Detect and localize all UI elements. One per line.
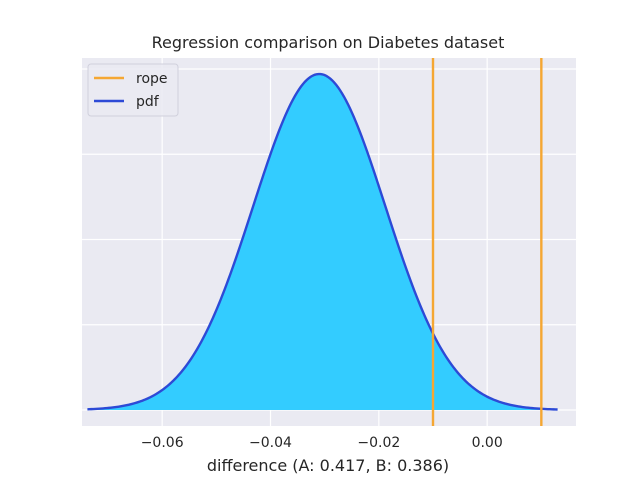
x-tick-label: −0.04 — [249, 435, 292, 451]
legend: rope pdf — [87, 63, 179, 117]
pdf-area — [87, 74, 558, 411]
x-axis-label: difference (A: 0.417, B: 0.386) — [207, 456, 449, 475]
pdf-line — [87, 72, 558, 411]
data-layer — [87, 58, 558, 426]
x-tick-label: −0.02 — [357, 435, 400, 451]
x-tick-label: 0.00 — [472, 435, 503, 451]
legend-pdf-label: pdf — [136, 94, 160, 110]
chart-title: Regression comparison on Diabetes datase… — [152, 33, 505, 52]
legend-rope-label: rope — [136, 71, 168, 87]
x-axis: −0.06 −0.04 −0.02 0.00 — [141, 435, 503, 451]
x-tick-label: −0.06 — [141, 435, 184, 451]
